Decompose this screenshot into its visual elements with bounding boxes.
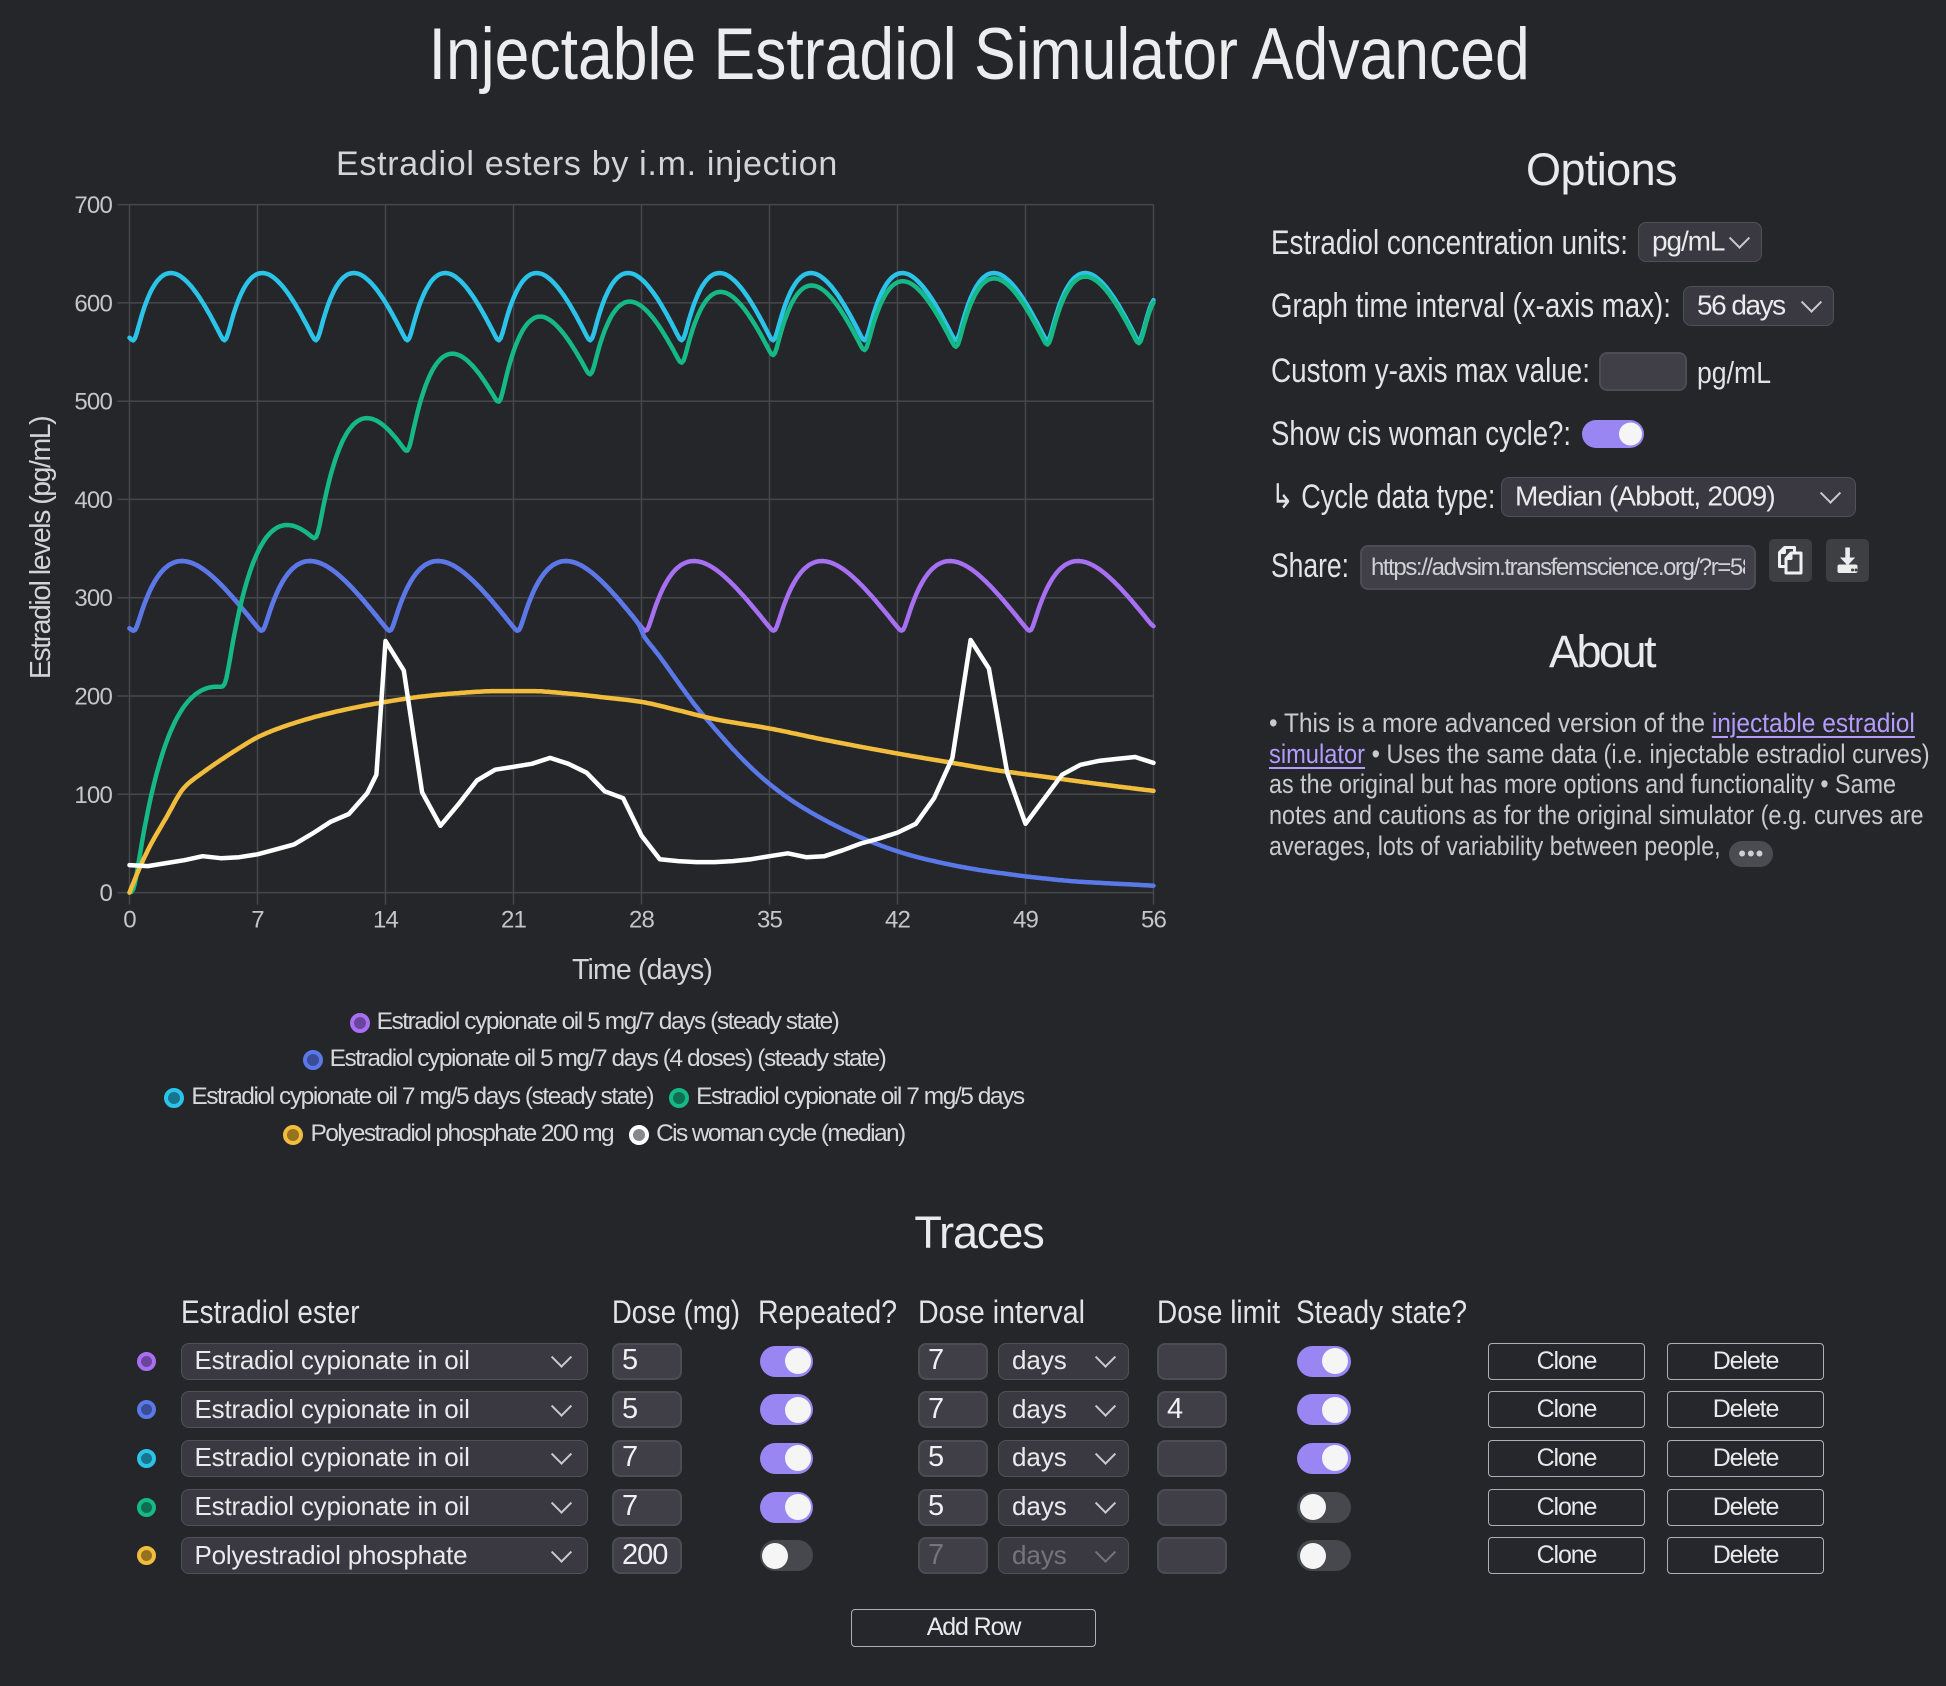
svg-text:Estradiol esters by i.m. injec: Estradiol esters by i.m. injection (336, 145, 838, 183)
svg-text:Time (days): Time (days) (572, 954, 712, 986)
svg-text:200: 200 (74, 684, 112, 711)
svg-text:600: 600 (74, 290, 112, 317)
svg-text:35: 35 (757, 906, 783, 933)
svg-text:7: 7 (251, 906, 264, 933)
svg-text:0: 0 (99, 880, 112, 907)
svg-text:300: 300 (74, 585, 112, 612)
svg-text:49: 49 (1013, 906, 1039, 933)
svg-text:0: 0 (123, 906, 136, 933)
svg-text:100: 100 (74, 782, 112, 809)
svg-text:400: 400 (74, 487, 112, 514)
svg-text:500: 500 (74, 389, 112, 416)
svg-text:Estradiol levels (pg/mL): Estradiol levels (pg/mL) (25, 417, 57, 679)
svg-text:700: 700 (74, 192, 112, 219)
svg-text:42: 42 (885, 906, 911, 933)
svg-text:28: 28 (629, 906, 655, 933)
svg-text:56: 56 (1141, 906, 1167, 933)
svg-text:14: 14 (373, 906, 399, 933)
svg-text:21: 21 (501, 906, 527, 933)
